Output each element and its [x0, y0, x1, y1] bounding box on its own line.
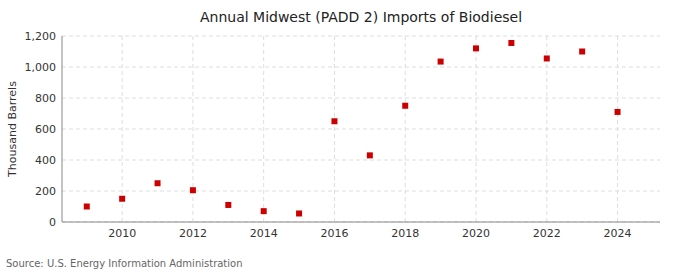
point: [190, 187, 196, 193]
y-tick-label: 1,200: [25, 30, 57, 43]
y-tick-label: 400: [35, 154, 56, 167]
y-grid-line: [62, 160, 660, 161]
point: [296, 210, 302, 216]
point: [402, 103, 408, 109]
points: [84, 40, 621, 217]
y-tick-label: 800: [35, 92, 56, 105]
y-tick-label: 200: [35, 185, 56, 198]
point: [438, 59, 444, 65]
point: [331, 118, 337, 124]
point: [119, 196, 125, 202]
x-tick-label: 2012: [179, 227, 207, 240]
y-axis-label: Thousand Barrels: [6, 81, 19, 178]
y-grid-line: [62, 222, 660, 223]
point: [261, 208, 267, 214]
y-grid-line: [62, 129, 660, 130]
x-grid-line: [405, 36, 406, 222]
x-axis-line: [62, 222, 660, 223]
point: [367, 152, 373, 158]
x-tick-label: 2016: [320, 227, 348, 240]
y-tick-label: 1,000: [25, 61, 57, 74]
y-axis-line: [62, 36, 63, 222]
x-grid-line: [122, 36, 123, 222]
x-tick-label: 2024: [604, 227, 632, 240]
y-tick-label: 600: [35, 123, 56, 136]
x-tick-label: 2022: [533, 227, 561, 240]
x-grid-line: [334, 36, 335, 222]
point: [225, 202, 231, 208]
y-tick-label: 0: [49, 216, 56, 229]
y-grid-line: [62, 98, 660, 99]
x-grid-line: [263, 36, 264, 222]
x-tick-label: 2018: [391, 227, 419, 240]
point: [544, 55, 550, 61]
x-grid-line: [192, 36, 193, 222]
x-tick-label: 2010: [108, 227, 136, 240]
x-tick-label: 2014: [250, 227, 278, 240]
point: [579, 49, 585, 55]
y-grid-line: [62, 191, 660, 192]
point: [155, 180, 161, 186]
point: [84, 204, 90, 210]
x-tick-label: 2020: [462, 227, 490, 240]
x-grid-line: [617, 36, 618, 222]
y-grid-line: [62, 67, 660, 68]
x-grid-line: [476, 36, 477, 222]
point: [508, 40, 514, 46]
title: Annual Midwest (PADD 2) Imports of Biodi…: [200, 9, 522, 25]
y-grid-line: [62, 36, 660, 37]
grid: [62, 36, 660, 222]
source-note: Source: U.S. Energy Information Administ…: [6, 258, 243, 269]
point: [473, 45, 479, 51]
chart: 0 200 400 600 800 1,000 1,200 2010 2012 2014 2016 2…: [0, 0, 675, 275]
x-grid-line: [546, 36, 547, 222]
point: [615, 109, 621, 115]
